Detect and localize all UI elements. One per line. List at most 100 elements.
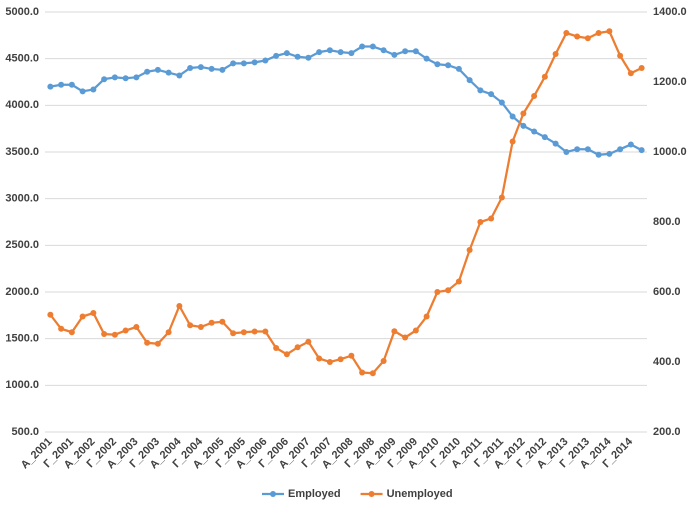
- legend-label: Employed: [288, 488, 341, 500]
- y-tick-label: 1000.0: [5, 379, 39, 391]
- series-marker: [412, 327, 419, 334]
- series-marker: [337, 356, 344, 363]
- series-marker: [337, 49, 344, 56]
- series-marker: [488, 91, 495, 98]
- series-marker: [294, 53, 301, 60]
- series-marker: [176, 303, 183, 309]
- series-marker: [563, 149, 570, 155]
- y2-tick-label: 200.0: [653, 426, 681, 438]
- series-marker: [90, 310, 97, 316]
- series-marker: [197, 324, 204, 330]
- series-marker: [509, 138, 516, 145]
- series-marker: [380, 47, 387, 54]
- series-marker: [552, 140, 559, 147]
- series-marker: [380, 357, 387, 364]
- series-marker: [617, 52, 624, 59]
- series-marker: [79, 88, 86, 95]
- y2-tick-label: 1400.0: [653, 6, 687, 18]
- y2-tick-label: 400.0: [653, 356, 681, 368]
- series-marker: [531, 128, 538, 135]
- series-marker: [617, 146, 624, 153]
- legend-label: Unemployed: [387, 488, 453, 500]
- series-marker: [466, 77, 473, 84]
- series-marker: [294, 344, 301, 351]
- series-marker: [606, 28, 613, 35]
- series-marker: [230, 330, 237, 337]
- series-marker: [574, 33, 581, 40]
- y-tick-label: 1500.0: [5, 333, 39, 345]
- series-marker: [154, 340, 161, 347]
- series-marker: [455, 65, 462, 72]
- series-marker: [348, 352, 355, 359]
- series-marker: [154, 66, 161, 73]
- series-marker: [498, 194, 505, 201]
- series-marker: [563, 30, 570, 36]
- series-marker: [208, 65, 215, 72]
- legend-marker: [368, 491, 375, 497]
- series-marker: [445, 62, 452, 69]
- series-marker: [584, 35, 591, 42]
- series-marker: [144, 339, 151, 346]
- series-marker: [305, 54, 312, 61]
- series-marker: [638, 65, 645, 71]
- y-tick-label: 4000.0: [5, 99, 39, 111]
- y-tick-label: 2000.0: [5, 286, 39, 298]
- series-marker: [552, 51, 559, 57]
- series-marker: [326, 47, 333, 54]
- series-marker: [359, 43, 366, 50]
- series-marker: [488, 215, 495, 222]
- series-marker: [68, 329, 75, 336]
- series-marker: [541, 73, 548, 80]
- series-marker: [412, 48, 419, 55]
- series-marker: [595, 30, 602, 36]
- series-marker: [531, 93, 538, 99]
- series-marker: [240, 60, 247, 67]
- series-line: [50, 45, 643, 156]
- series-line: [49, 29, 643, 375]
- y2-tick-label: 800.0: [653, 216, 681, 228]
- series-marker: [595, 151, 602, 158]
- series-marker: [520, 122, 527, 129]
- series-marker: [455, 278, 462, 285]
- series-marker: [90, 86, 97, 93]
- y2-tick-label: 1000.0: [653, 146, 687, 158]
- series-marker: [68, 81, 75, 88]
- series-marker: [369, 370, 376, 377]
- y-tick-label: 5000.0: [5, 6, 39, 18]
- series-marker: [240, 329, 247, 336]
- series-marker: [541, 134, 548, 141]
- y-tick-label: 3000.0: [5, 193, 39, 205]
- series-marker: [165, 69, 172, 76]
- series-marker: [165, 329, 172, 336]
- series-marker: [627, 141, 634, 148]
- series-marker: [101, 331, 108, 337]
- series-marker: [111, 74, 118, 81]
- series-marker: [187, 322, 194, 329]
- series-marker: [445, 287, 452, 294]
- y2-tick-label: 600.0: [653, 286, 681, 298]
- series-marker: [176, 72, 183, 79]
- y-tick-label: 2500.0: [5, 239, 39, 251]
- series-marker: [219, 318, 226, 325]
- series-marker: [316, 49, 323, 56]
- series-marker: [208, 319, 215, 326]
- series-marker: [606, 150, 613, 157]
- series-marker: [477, 219, 484, 225]
- series-marker: [423, 313, 430, 320]
- series-marker: [359, 369, 366, 376]
- series-marker: [466, 247, 473, 253]
- series-marker: [101, 76, 108, 83]
- series-marker: [144, 68, 151, 75]
- series-marker: [638, 147, 645, 154]
- series-marker: [111, 331, 118, 338]
- series-marker: [58, 81, 65, 88]
- series-marker: [273, 52, 280, 59]
- series-marker: [477, 87, 484, 94]
- series-marker: [197, 64, 204, 71]
- series-marker: [498, 99, 505, 106]
- series-marker: [316, 355, 323, 362]
- series-marker: [283, 351, 290, 358]
- series-marker: [47, 83, 54, 90]
- series-marker: [520, 110, 527, 117]
- series-marker: [47, 311, 54, 318]
